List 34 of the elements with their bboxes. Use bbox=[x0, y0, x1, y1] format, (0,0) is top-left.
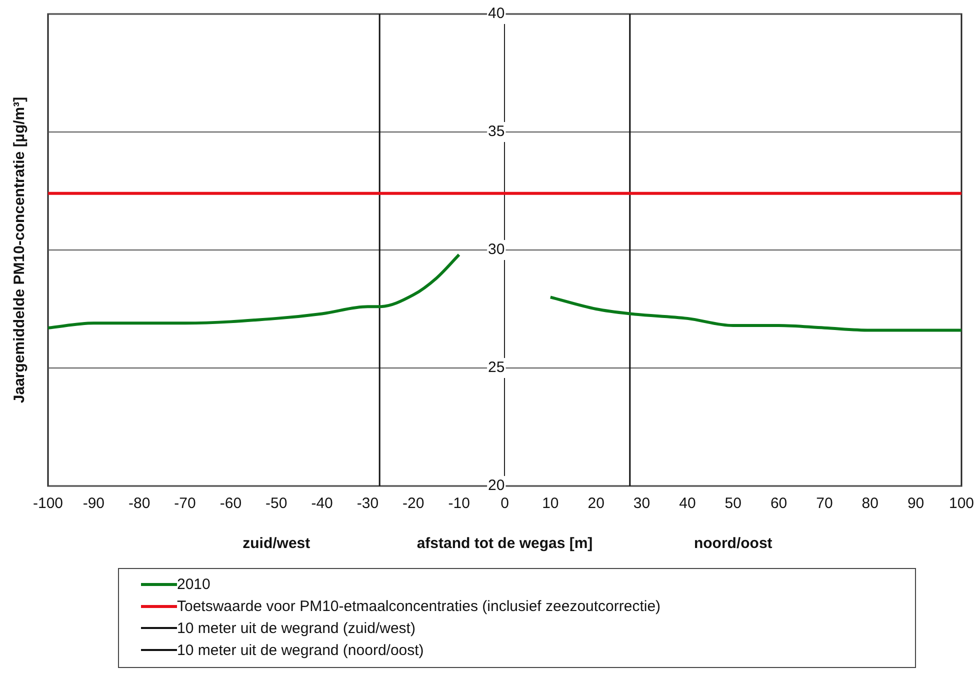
x-tick-label: 50 bbox=[724, 495, 742, 512]
y-tick-label: 20 bbox=[488, 477, 505, 494]
x-tick-label: 60 bbox=[770, 495, 788, 512]
x-tick-label: -40 bbox=[311, 495, 333, 512]
x-tick-label: 100 bbox=[948, 495, 974, 512]
text: zuid/west bbox=[242, 535, 310, 552]
x-tick-label: -30 bbox=[356, 495, 379, 512]
x-tick-label: -70 bbox=[174, 495, 196, 512]
x-tick-label: -80 bbox=[128, 495, 150, 512]
legend-label: 10 meter uit de wegrand (zuid/west) bbox=[177, 620, 416, 636]
x-tick-label: 30 bbox=[633, 495, 650, 512]
x-tick-label: -60 bbox=[220, 495, 242, 512]
x-tick-label: 80 bbox=[862, 495, 878, 512]
x-tick-label: -10 bbox=[448, 495, 470, 512]
y-tick-label: 35 bbox=[488, 123, 505, 140]
x-tick-label: 40 bbox=[679, 495, 696, 512]
text: noord/oost bbox=[694, 535, 772, 552]
x-tick-label: -100 bbox=[32, 495, 64, 512]
y-tick-label: 30 bbox=[488, 241, 505, 258]
x-tick-label: -90 bbox=[82, 495, 105, 512]
y-axis-title: Jaargemiddelde PM10-concentratie [µg/m³] bbox=[11, 96, 28, 404]
x-tick-label: 10 bbox=[542, 495, 559, 512]
legend-label: 10 meter uit de wegrand (noord/oost) bbox=[177, 642, 424, 658]
x-tick-label: 20 bbox=[588, 495, 604, 512]
x-tick-label: 70 bbox=[816, 495, 833, 512]
x-tick-label: 90 bbox=[907, 495, 924, 512]
y-tick-label: 40 bbox=[488, 5, 505, 22]
y-tick-label: 25 bbox=[488, 359, 505, 376]
x-axis-title: afstand tot de wegas [m] bbox=[416, 535, 593, 552]
x-tick-label: -50 bbox=[266, 495, 288, 512]
x-tick-label: -20 bbox=[402, 495, 424, 512]
x-tick-label: 0 bbox=[500, 495, 509, 512]
legend-label: 2010 bbox=[177, 576, 210, 592]
legend-label: Toetswaarde voor PM10-etmaalconcentraties (inclusief zeezoutcorrectie) bbox=[177, 598, 661, 614]
